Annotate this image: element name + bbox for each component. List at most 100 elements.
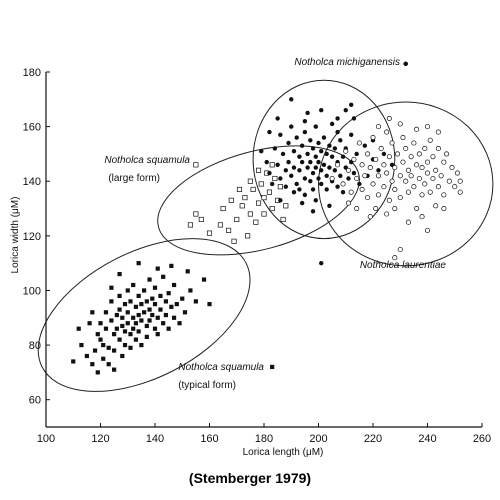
data-point xyxy=(364,195,371,201)
cluster-ellipse xyxy=(157,145,360,256)
data-point xyxy=(313,198,318,203)
data-point xyxy=(188,288,193,293)
data-point xyxy=(122,302,128,307)
data-point xyxy=(392,165,398,171)
data-point xyxy=(166,326,171,331)
data-point xyxy=(359,162,365,168)
data-point xyxy=(131,282,136,288)
data-point xyxy=(90,362,95,367)
data-point xyxy=(128,332,133,337)
data-point xyxy=(373,156,379,162)
data-point xyxy=(351,170,357,176)
data-point xyxy=(362,173,368,179)
y-tick-label: 100 xyxy=(23,285,41,297)
data-point xyxy=(316,176,321,181)
data-point xyxy=(446,178,452,184)
data-point xyxy=(375,173,382,179)
data-point xyxy=(345,200,352,206)
data-point xyxy=(367,214,373,220)
data-point xyxy=(430,154,436,160)
data-point xyxy=(185,269,190,274)
data-point xyxy=(397,246,403,253)
data-point xyxy=(264,159,269,165)
data-point xyxy=(405,189,411,195)
data-point xyxy=(308,179,313,184)
data-point xyxy=(163,312,168,318)
data-point xyxy=(299,200,305,206)
data-point xyxy=(258,181,264,187)
data-point xyxy=(76,326,81,331)
data-point xyxy=(272,146,278,151)
data-point xyxy=(283,184,288,189)
data-point xyxy=(261,211,267,217)
x-tick-label: 140 xyxy=(146,433,164,445)
data-point xyxy=(354,175,360,182)
data-point xyxy=(136,329,141,334)
data-point xyxy=(114,326,119,331)
data-point xyxy=(384,129,390,135)
data-point xyxy=(376,168,381,173)
data-point xyxy=(370,181,376,187)
data-point xyxy=(349,102,354,107)
data-point xyxy=(313,154,318,159)
data-point xyxy=(169,304,174,309)
data-point xyxy=(338,173,343,178)
data-point xyxy=(424,124,431,130)
data-point xyxy=(117,271,122,277)
data-point xyxy=(441,205,447,212)
data-point xyxy=(400,134,406,141)
data-point xyxy=(275,162,280,168)
data-point xyxy=(419,214,425,220)
data-point xyxy=(117,293,122,299)
data-point xyxy=(131,326,136,331)
data-point xyxy=(305,151,310,157)
data-point xyxy=(424,159,431,165)
data-point xyxy=(422,181,428,187)
data-point xyxy=(346,176,351,181)
data-point xyxy=(291,189,297,195)
data-point xyxy=(370,134,376,141)
data-point xyxy=(283,203,289,209)
data-point xyxy=(236,186,243,192)
data-point xyxy=(98,321,103,326)
data-point xyxy=(239,203,245,209)
annotation-sublabel: (typical form) xyxy=(178,380,236,391)
data-point xyxy=(454,170,461,176)
data-point xyxy=(424,227,431,233)
data-point xyxy=(319,168,324,173)
data-point xyxy=(405,219,411,225)
data-point xyxy=(299,159,305,165)
data-point xyxy=(305,110,310,116)
data-point xyxy=(187,222,193,228)
data-point xyxy=(335,129,340,135)
data-point xyxy=(133,304,139,309)
data-point xyxy=(171,282,177,288)
data-point xyxy=(174,302,179,307)
cluster-ellipses xyxy=(37,79,494,392)
data-point xyxy=(166,291,171,296)
data-point xyxy=(435,145,441,152)
data-point xyxy=(414,205,420,212)
data-point xyxy=(419,165,425,171)
data-point xyxy=(411,184,417,190)
data-point xyxy=(375,192,382,198)
data-point xyxy=(302,129,308,135)
data-point xyxy=(289,124,294,129)
data-point xyxy=(220,205,226,212)
data-point xyxy=(247,178,253,184)
data-point xyxy=(98,337,103,342)
data-point xyxy=(351,156,357,162)
data-point xyxy=(335,116,340,121)
data-point xyxy=(120,315,125,320)
data-point xyxy=(125,321,130,326)
data-point xyxy=(144,299,149,304)
data-point xyxy=(269,162,275,168)
x-tick-label: 160 xyxy=(200,433,218,445)
x-tick-label: 240 xyxy=(418,433,436,445)
data-point xyxy=(327,143,332,148)
y-axis-label: Lorica width (μM) xyxy=(10,197,21,274)
data-point xyxy=(139,342,144,348)
y-tick-label: 60 xyxy=(29,395,41,407)
data-point xyxy=(324,187,329,192)
